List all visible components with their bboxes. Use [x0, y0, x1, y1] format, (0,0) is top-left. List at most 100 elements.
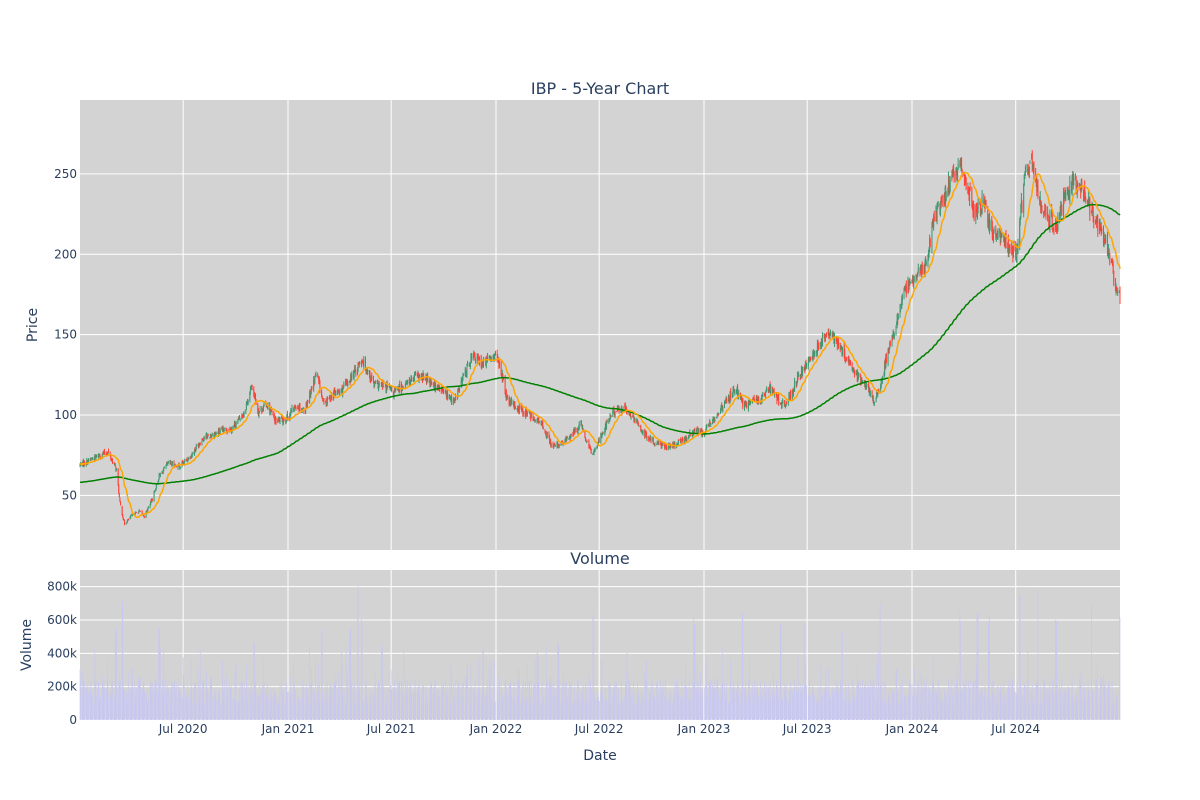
volume-bar: [1063, 689, 1065, 720]
volume-bar: [753, 693, 754, 720]
candle-body: [406, 382, 408, 384]
volume-bar: [152, 683, 153, 720]
candle-body: [381, 382, 383, 385]
candle-body: [617, 406, 619, 409]
candle-body: [303, 409, 305, 414]
volume-bar: [1025, 698, 1026, 720]
candle-body: [289, 413, 291, 416]
volume-bar: [124, 689, 125, 720]
candle-body: [358, 362, 360, 366]
volume-bar: [672, 696, 674, 720]
candle-body: [1035, 178, 1037, 181]
candle-body: [373, 383, 375, 386]
volume-bar: [203, 680, 205, 720]
candle-body: [253, 392, 255, 398]
candle-body: [664, 444, 666, 448]
candle-body: [924, 261, 926, 274]
volume-bar: [888, 701, 890, 720]
volume-bar: [234, 698, 235, 720]
candle-body: [415, 372, 417, 375]
volume-bar: [1064, 691, 1066, 720]
candle-body: [973, 207, 975, 217]
volume-bar: [448, 684, 450, 720]
volume-bar: [437, 688, 439, 720]
volume-bar: [502, 696, 504, 720]
volume-bar: [1027, 680, 1029, 720]
volume-bar: [716, 687, 717, 720]
volume-bar: [458, 683, 460, 720]
candle-body: [757, 396, 759, 405]
volume-bar: [638, 690, 639, 720]
candle-body: [608, 418, 610, 423]
candle-body: [1017, 242, 1019, 251]
candle-body: [99, 455, 101, 457]
volume-bar: [93, 703, 95, 720]
volume-bar: [873, 695, 875, 720]
candle-body: [806, 364, 808, 369]
candle-body: [225, 427, 227, 429]
volume-bar: [513, 683, 515, 720]
volume-bar: [805, 664, 806, 720]
candle-body: [326, 402, 328, 405]
volume-bar: [670, 691, 672, 720]
candle-body: [802, 368, 804, 374]
volume-bar: [355, 692, 357, 720]
candle-body: [636, 419, 638, 423]
candle-body: [554, 443, 556, 445]
volume-bar: [931, 697, 933, 720]
volume-bar: [628, 679, 630, 720]
volume-bar: [724, 692, 726, 720]
candle-body: [666, 448, 668, 450]
candle-body: [394, 389, 396, 391]
volume-bar: [842, 630, 843, 720]
volume-bar: [536, 653, 538, 720]
volume-bar: [903, 700, 905, 720]
volume-bar: [984, 692, 985, 720]
candle-body: [331, 395, 333, 398]
volume-bar: [269, 703, 271, 720]
candle-body: [489, 357, 491, 360]
volume-bar: [625, 684, 627, 720]
volume-bar: [657, 698, 659, 720]
volume-bar: [609, 683, 610, 720]
candle-body: [88, 458, 89, 462]
candle-body: [737, 397, 739, 399]
volume-bar: [265, 697, 267, 720]
volume-bar: [87, 685, 89, 720]
volume-bar: [173, 681, 175, 720]
candle-body: [797, 376, 799, 378]
candle-body: [1051, 215, 1053, 229]
volume-bar: [183, 684, 185, 720]
volume-bar: [850, 703, 851, 720]
volume-bar: [155, 676, 157, 720]
volume-bar: [146, 692, 148, 720]
candle-body: [482, 362, 484, 366]
candle-body: [173, 461, 175, 467]
volume-bar: [511, 691, 512, 720]
volume-bar: [645, 703, 647, 720]
volume-bar: [238, 702, 239, 720]
candle-body: [1049, 211, 1051, 227]
candle-body: [879, 390, 881, 393]
candle-body: [209, 437, 211, 438]
volume-bar: [642, 701, 643, 720]
volume-bar: [186, 696, 187, 720]
candle-body: [186, 459, 188, 461]
volume-bar: [700, 672, 701, 720]
candle-body: [545, 431, 547, 434]
volume-bar: [143, 681, 145, 720]
candle-body: [888, 349, 890, 353]
volume-bar: [1064, 687, 1066, 720]
candle-body: [146, 510, 148, 512]
candle-body: [987, 220, 989, 228]
candle-body: [197, 444, 199, 446]
candle-body: [457, 390, 459, 391]
candle-body: [514, 408, 516, 410]
x-tick-label: Jul 2023: [782, 722, 832, 736]
volume-bar: [1081, 671, 1083, 720]
volume-bar: [701, 689, 703, 720]
candle-body: [933, 216, 935, 227]
volume-bar: [1109, 679, 1111, 720]
volume-bar: [1112, 692, 1114, 720]
